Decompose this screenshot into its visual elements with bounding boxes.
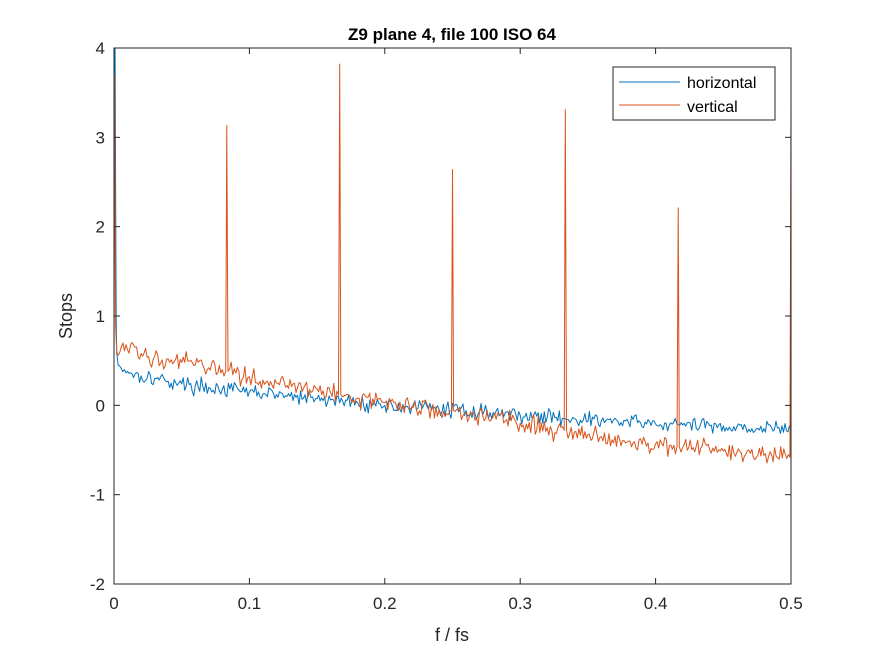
y-axis: -2 -1 0 1 2 3 4: [90, 39, 791, 594]
x-tick-label-0: 0: [109, 594, 118, 613]
legend-label-horizontal: horizontal: [687, 75, 756, 92]
y-tick-label-0: -2: [90, 575, 105, 594]
legend-box: [612, 66, 776, 121]
y-axis-label: Stops: [56, 293, 76, 339]
y-tick-label-2: 0: [96, 396, 105, 415]
series-layer: [113, 47, 792, 464]
x-tick-label-3: 0.3: [508, 594, 532, 613]
x-tick-label-4: 0.4: [644, 594, 668, 613]
chart-title: Z9 plane 4, file 100 ISO 64: [348, 25, 556, 44]
x-tick-label-5: 0.5: [779, 594, 803, 613]
x-axis-label: f / fs: [435, 625, 469, 645]
y-tick-label-3: 1: [96, 307, 105, 326]
y-tick-label-4: 2: [96, 218, 105, 237]
y-tick-label-5: 3: [96, 128, 105, 147]
legend-label-vertical: vertical: [687, 99, 738, 116]
x-tick-label-2: 0.2: [373, 594, 397, 613]
x-axis: 0 0.1 0.2 0.3 0.4 0.5: [109, 48, 803, 613]
y-tick-label-1: -1: [90, 486, 105, 505]
plot-area: [114, 48, 791, 584]
series-line-vertical: [113, 63, 792, 464]
x-tick-label-1: 0.1: [238, 594, 262, 613]
legend: horizontal vertical: [612, 66, 776, 121]
y-tick-label-6: 4: [96, 39, 105, 58]
